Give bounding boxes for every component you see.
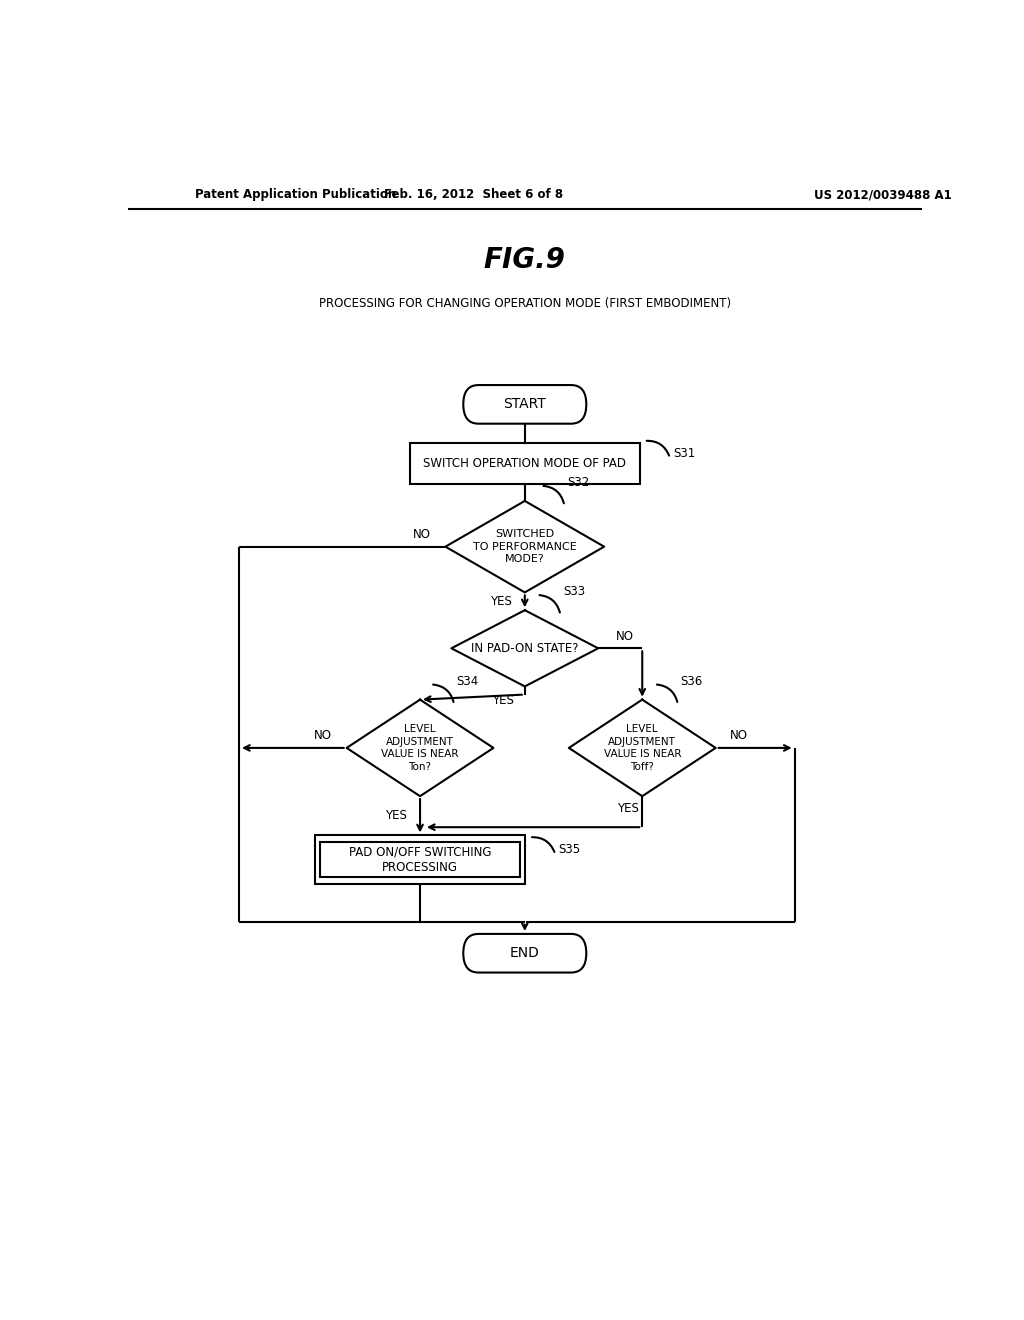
- Text: YES: YES: [490, 595, 512, 607]
- Text: FIG.9: FIG.9: [484, 246, 565, 275]
- Text: LEVEL
ADJUSTMENT
VALUE IS NEAR
Ton?: LEVEL ADJUSTMENT VALUE IS NEAR Ton?: [381, 725, 459, 771]
- Text: S31: S31: [673, 446, 695, 459]
- Text: YES: YES: [492, 694, 513, 708]
- Text: IN PAD-ON STATE?: IN PAD-ON STATE?: [471, 642, 579, 655]
- Text: END: END: [510, 946, 540, 960]
- Text: YES: YES: [617, 801, 639, 814]
- FancyBboxPatch shape: [463, 385, 587, 424]
- Polygon shape: [569, 700, 716, 796]
- Text: NO: NO: [314, 729, 333, 742]
- Text: LEVEL
ADJUSTMENT
VALUE IS NEAR
Toff?: LEVEL ADJUSTMENT VALUE IS NEAR Toff?: [603, 725, 681, 771]
- Polygon shape: [452, 610, 598, 686]
- Text: S33: S33: [563, 585, 585, 598]
- Polygon shape: [445, 500, 604, 593]
- Text: START: START: [504, 397, 546, 412]
- Text: S34: S34: [457, 675, 479, 688]
- Text: S32: S32: [567, 477, 589, 490]
- Bar: [321, 842, 519, 876]
- Text: SWITCHED
TO PERFORMANCE
MODE?: SWITCHED TO PERFORMANCE MODE?: [473, 529, 577, 564]
- Text: PROCESSING FOR CHANGING OPERATION MODE (FIRST EMBODIMENT): PROCESSING FOR CHANGING OPERATION MODE (…: [318, 297, 731, 310]
- Text: YES: YES: [385, 809, 408, 822]
- Text: Feb. 16, 2012  Sheet 6 of 8: Feb. 16, 2012 Sheet 6 of 8: [384, 189, 563, 202]
- Text: SWITCH OPERATION MODE OF PAD: SWITCH OPERATION MODE OF PAD: [423, 457, 627, 470]
- Text: NO: NO: [413, 528, 431, 541]
- Polygon shape: [347, 700, 494, 796]
- Bar: [410, 444, 640, 483]
- Text: NO: NO: [615, 630, 634, 643]
- Text: PAD ON/OFF SWITCHING
PROCESSING: PAD ON/OFF SWITCHING PROCESSING: [349, 846, 492, 874]
- Text: NO: NO: [730, 729, 748, 742]
- Text: S35: S35: [558, 843, 581, 857]
- Bar: [315, 836, 525, 884]
- Text: S36: S36: [680, 675, 702, 688]
- Text: Patent Application Publication: Patent Application Publication: [196, 189, 396, 202]
- FancyBboxPatch shape: [463, 935, 587, 973]
- Text: US 2012/0039488 A1: US 2012/0039488 A1: [814, 189, 952, 202]
